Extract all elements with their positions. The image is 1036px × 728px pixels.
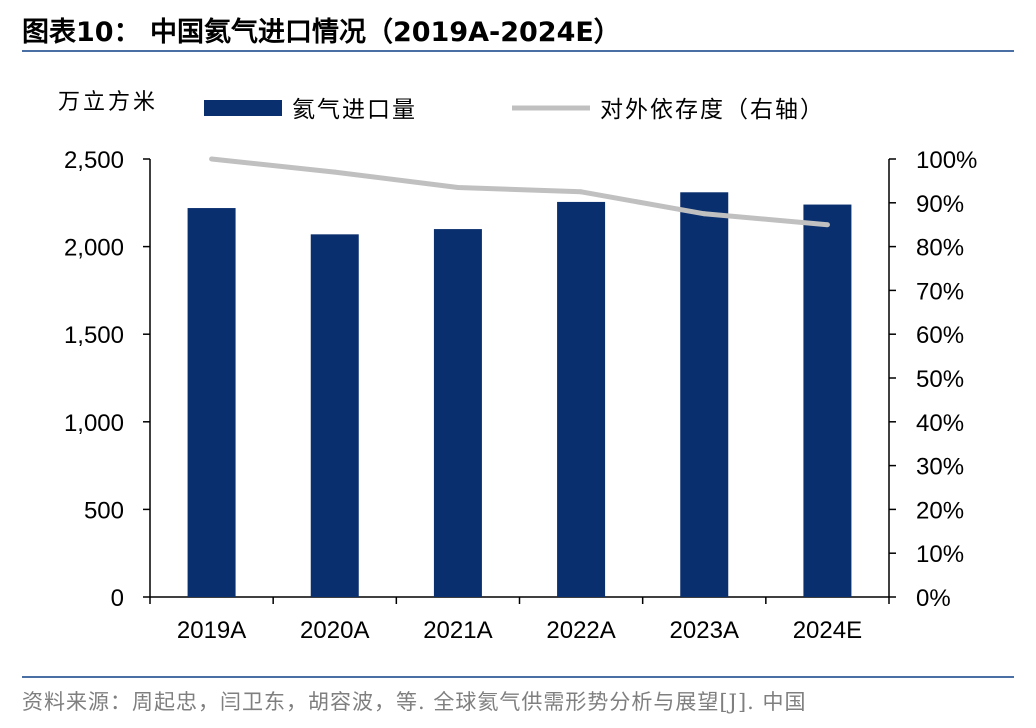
right-tick-label: 70% [916,278,964,305]
line-point [455,184,461,190]
chart-axes [143,158,896,604]
figure-title: 图表10： 中国氦气进口情况（2019A-2024E） [22,17,621,48]
left-tick-label: 0 [111,585,124,612]
axis-labels: 0 500 1,000 1,500 2,000 2,500 0% 10% 20% 30% 40% 50… [58,90,977,644]
bar [803,204,852,597]
legend-bar-swatch [204,100,282,116]
line-point [209,156,215,162]
line-point [578,189,584,195]
bar-series [187,192,852,597]
source-divider [22,676,1014,678]
bar [680,192,729,597]
title-divider [22,50,1014,52]
right-tick-label: 30% [916,454,964,481]
left-tick-label: 1,500 [64,322,124,349]
bar [310,234,359,597]
right-tick-label: 80% [916,235,964,262]
right-tick-label: 10% [916,541,964,568]
bar [433,229,482,597]
right-tick-label: 50% [916,366,964,393]
x-tick-label: 2024E [793,617,862,644]
x-tick-label: 2021A [423,617,492,644]
line-point [701,211,707,217]
left-tick-label: 2,500 [64,147,124,174]
right-tick-label: 20% [916,497,964,524]
dependency-line [211,156,828,228]
bar [187,208,236,597]
bar [557,201,606,597]
legend-bar-label: 氦气进口量 [292,97,417,123]
left-axis-unit: 万立方米 [58,90,158,115]
line-point [332,169,338,175]
x-tick-label: 2022A [546,617,615,644]
left-tick-label: 1,000 [64,410,124,437]
left-tick-label: 2,000 [64,235,124,262]
right-tick-label: 40% [916,410,964,437]
x-tick-label: 2020A [300,617,369,644]
source-note: 资料来源：周起忠，闫卫东，胡容波，等. 全球氦气供需形势分析与展望[J]. 中国 [22,690,807,714]
right-tick-label: 100% [916,147,977,174]
line-point [824,222,830,228]
right-tick-label: 0% [916,585,951,612]
legend-line-label: 对外依存度（右轴） [600,97,825,123]
right-tick-label: 90% [916,191,964,218]
x-tick-label: 2019A [177,617,246,644]
chart-legend: 氦气进口量 对外依存度（右轴） [204,97,825,123]
left-tick-label: 500 [84,497,124,524]
right-tick-label: 60% [916,322,964,349]
x-tick-label: 2023A [670,617,739,644]
line-series [209,156,830,228]
